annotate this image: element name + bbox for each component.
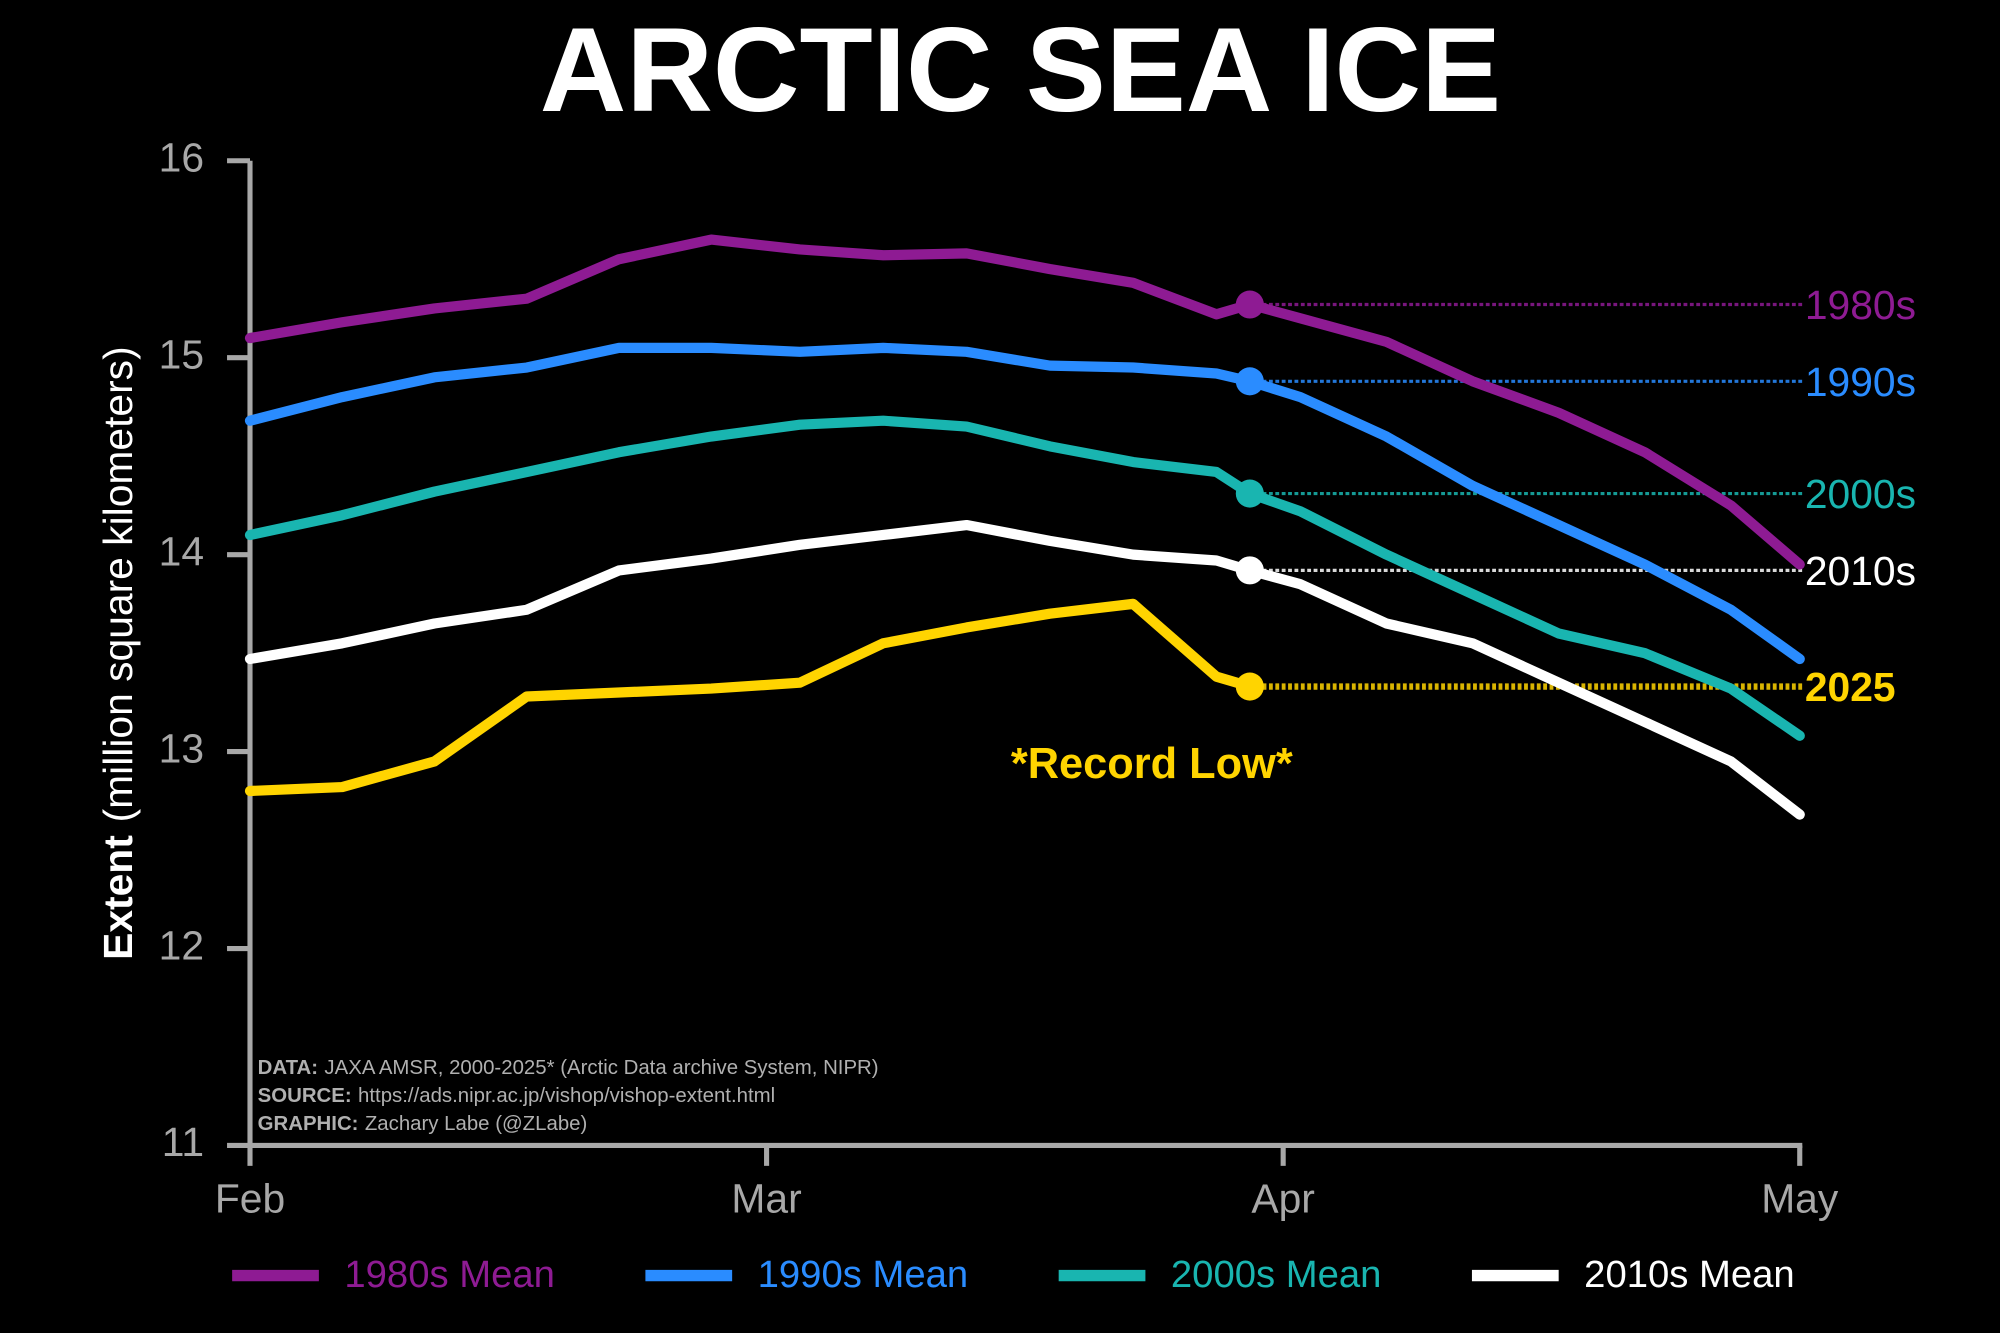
series-line (244, 519, 1805, 820)
end-marker (1235, 290, 1264, 319)
series-line (244, 342, 1805, 665)
end-marker (1235, 556, 1264, 585)
end-label: 2010s (1805, 548, 1916, 594)
end-marker (1235, 672, 1264, 701)
y-axis-label: Extent (million square kilometers) (95, 346, 141, 960)
x-tick-label: May (1761, 1175, 1839, 1221)
source-text: Zachary Labe (@ZLabe) (365, 1113, 587, 1135)
legend-label: 1980s Mean (344, 1253, 555, 1296)
y-tick-label: 11 (162, 1119, 204, 1165)
source-label: DATA: (258, 1057, 318, 1079)
y-tick-label: 12 (159, 922, 204, 968)
end-label: 1990s (1805, 359, 1916, 405)
source-text: JAXA AMSR, 2000-2025* (Arctic Data archi… (324, 1057, 878, 1079)
x-tick-label: Apr (1251, 1175, 1315, 1221)
legend-label: 2000s Mean (1171, 1253, 1382, 1296)
series-line (244, 415, 1805, 741)
source-label: GRAPHIC: (258, 1113, 359, 1135)
source-label: SOURCE: (258, 1085, 352, 1107)
legend-label: 1990s Mean (758, 1253, 969, 1296)
source-note: DATA: JAXA AMSR, 2000-2025* (Arctic Data … (258, 1057, 879, 1079)
x-tick-label: Mar (731, 1175, 801, 1221)
y-tick-label: 15 (159, 331, 204, 377)
end-label: 2025 (1805, 664, 1896, 710)
end-marker (1235, 367, 1264, 396)
y-label: (million square kilometers) (95, 346, 141, 822)
x-tick-label: Feb (215, 1175, 285, 1221)
chart-title: ARCTIC SEA ICE (540, 3, 1501, 137)
end-marker (1235, 479, 1264, 508)
y-label-bold: Extent (95, 835, 141, 960)
legend-label: 2010s Mean (1584, 1253, 1795, 1296)
series-line (244, 234, 1805, 570)
end-label: 1980s (1805, 282, 1916, 328)
series-line (244, 598, 1255, 797)
y-tick-label: 14 (159, 528, 204, 574)
annotation: *Record Low* (1011, 740, 1293, 788)
source-note: SOURCE: https://ads.nipr.ac.jp/vishop/vis… (258, 1085, 776, 1107)
y-tick-label: 13 (159, 725, 204, 771)
source-note: GRAPHIC: Zachary Labe (@ZLabe) (258, 1113, 588, 1135)
y-tick-label: 16 (159, 135, 204, 181)
source-text: https://ads.nipr.ac.jp/vishop/vishop-ext… (358, 1085, 775, 1107)
end-label: 2000s (1805, 471, 1916, 517)
